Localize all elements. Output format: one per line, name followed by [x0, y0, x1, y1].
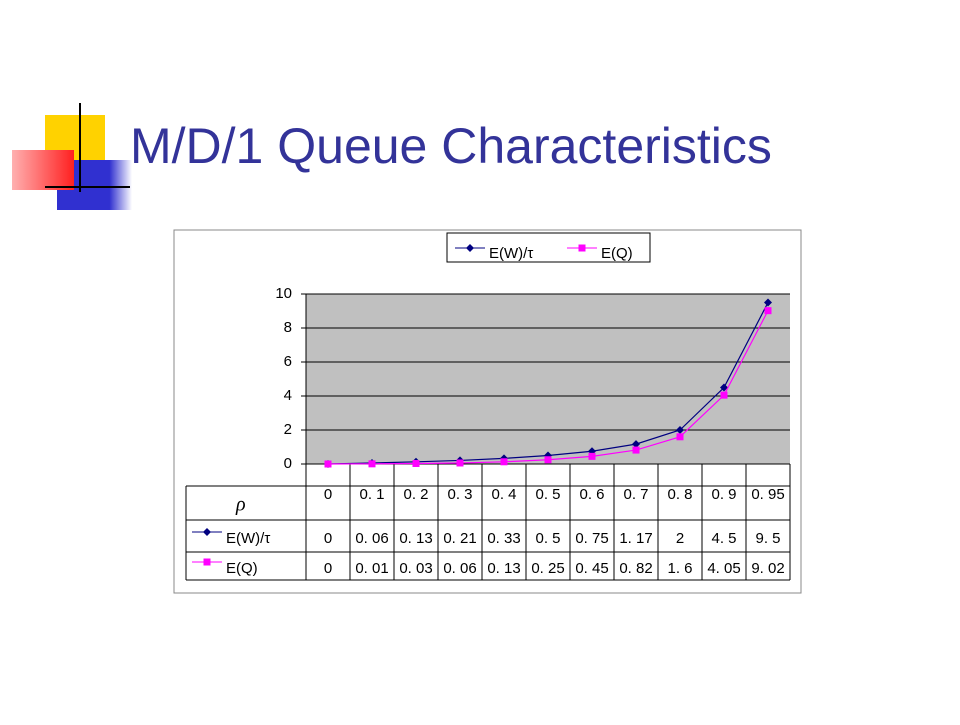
point	[764, 298, 772, 307]
x-tick-label: 0. 5	[535, 486, 560, 503]
table-key-marker	[203, 528, 211, 536]
x-tick-label: 0. 7	[623, 486, 648, 503]
x-tick-label: 0. 6	[579, 486, 604, 503]
table-value: 4. 05	[707, 560, 740, 577]
plot-area	[306, 294, 790, 464]
slide-title: M/D/1 Queue Characteristics	[130, 118, 772, 174]
y-tick-label: 6	[284, 353, 292, 370]
table-value: 0. 01	[355, 560, 388, 577]
y-tick-label: 0	[284, 455, 292, 472]
table-value: 0. 21	[443, 530, 476, 547]
table-value: 9. 5	[755, 530, 780, 547]
point	[544, 456, 552, 464]
y-tick-label: 4	[284, 387, 292, 404]
point	[368, 460, 376, 468]
legend-label: E(W)/τ	[489, 245, 533, 262]
x-tick-label: 0	[324, 486, 332, 503]
table-value: 0. 13	[399, 530, 432, 547]
table-key-marker	[203, 558, 211, 566]
x-tick-label: 0. 9	[711, 486, 736, 503]
table-value: 1. 17	[619, 530, 652, 547]
x-tick-label: 0. 4	[491, 486, 516, 503]
point	[632, 446, 640, 454]
table-value: 0. 25	[531, 560, 564, 577]
point	[412, 459, 420, 467]
table-value: 0	[324, 530, 332, 547]
table-value: 0. 03	[399, 560, 432, 577]
table-value: 0. 45	[575, 560, 608, 577]
x-tick-label: 0. 8	[667, 486, 692, 503]
table-value: 9. 02	[751, 560, 784, 577]
table-value: 2	[676, 530, 684, 547]
point	[720, 383, 728, 392]
point	[500, 458, 508, 466]
table-value: 0. 06	[355, 530, 388, 547]
point	[324, 460, 332, 468]
point	[588, 452, 596, 460]
x-tick-label: 0. 95	[751, 486, 784, 503]
y-tick-label: 2	[284, 421, 292, 438]
deco-red	[12, 150, 74, 190]
legend-marker	[578, 244, 586, 252]
table-value: 4. 5	[711, 530, 736, 547]
x-tick-label: 0. 3	[447, 486, 472, 503]
table-value: 0. 13	[487, 560, 520, 577]
point	[676, 433, 684, 441]
table-value: 1. 6	[667, 560, 692, 577]
table-value: 0. 06	[443, 560, 476, 577]
row-label: ρ	[235, 494, 246, 516]
point	[632, 440, 640, 449]
legend-label: E(Q)	[601, 245, 633, 262]
point	[764, 307, 772, 315]
legend-marker	[466, 244, 474, 252]
table-value: 0. 33	[487, 530, 520, 547]
y-tick-label: 10	[275, 285, 292, 302]
row-label: E(W)/τ	[226, 530, 270, 547]
row-label: E(Q)	[226, 560, 258, 577]
point	[456, 459, 464, 467]
x-tick-label: 0. 2	[403, 486, 428, 503]
table-value: 0. 5	[535, 530, 560, 547]
table-value: 0	[324, 560, 332, 577]
point	[720, 391, 728, 399]
table-value: 0. 82	[619, 560, 652, 577]
point	[676, 426, 684, 434]
table-value: 0. 75	[575, 530, 608, 547]
y-tick-label: 8	[284, 319, 292, 336]
x-tick-label: 0. 1	[359, 486, 384, 503]
